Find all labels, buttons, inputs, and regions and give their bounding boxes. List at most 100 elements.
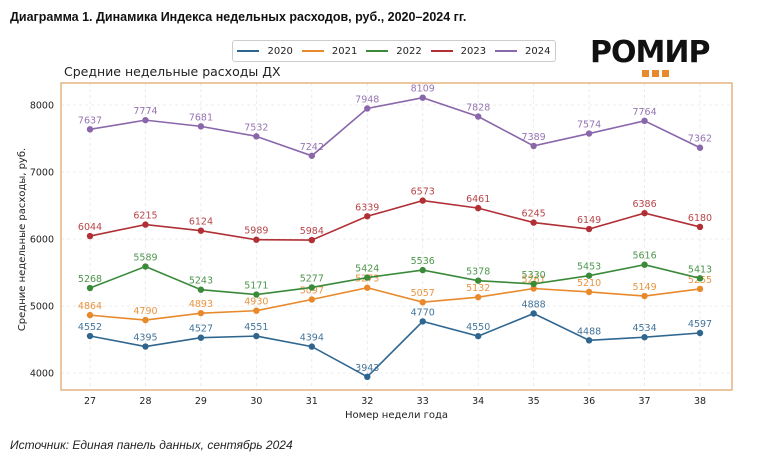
legend-label: 2021 xyxy=(331,45,358,57)
data-point-2023 xyxy=(142,221,149,228)
data-label-2021: 5261 xyxy=(522,275,546,286)
x-axis-label: Номер недели года xyxy=(345,410,448,421)
data-label-2023: 6386 xyxy=(632,199,656,210)
y-tick-label: 8000 xyxy=(30,101,54,112)
data-point-2021 xyxy=(419,298,426,306)
y-axis-label: Средние недельные расходы, руб. xyxy=(17,148,28,331)
data-label-2023: 6149 xyxy=(577,215,601,226)
data-point-2024 xyxy=(419,94,426,101)
data-point-2023 xyxy=(696,223,704,231)
data-point-2020 xyxy=(696,329,704,337)
data-label-2020: 4534 xyxy=(632,323,656,334)
document-title: Диаграмма 1. Динамика Индекса недельных … xyxy=(10,10,467,24)
data-point-2020 xyxy=(142,343,149,350)
legend-line-icon xyxy=(301,50,324,52)
data-point-2022 xyxy=(419,266,426,274)
data-point-2024 xyxy=(585,130,593,137)
data-point-2024 xyxy=(364,105,371,112)
data-point-2021 xyxy=(364,284,371,291)
data-label-2023: 6044 xyxy=(78,222,102,233)
data-point-2023 xyxy=(419,197,426,204)
data-label-2023: 6339 xyxy=(355,202,379,213)
data-point-2021 xyxy=(641,292,648,300)
plot-frame xyxy=(60,82,733,391)
data-label-2024: 7948 xyxy=(355,94,379,105)
data-label-2021: 4893 xyxy=(189,299,213,310)
data-label-2022: 5171 xyxy=(244,281,268,292)
data-label-2022: 5616 xyxy=(632,251,656,262)
legend-line-icon xyxy=(430,50,453,52)
data-label-2021: 5097 xyxy=(300,286,324,297)
data-point-2020 xyxy=(419,318,426,325)
data-point-2024 xyxy=(253,133,260,140)
data-label-2022: 5536 xyxy=(411,256,435,267)
data-point-2021 xyxy=(86,311,94,319)
data-point-2021 xyxy=(585,288,593,296)
data-label-2022: 5424 xyxy=(355,264,379,275)
legend-item-2023: 2023 xyxy=(430,45,487,57)
x-tick-label: 29 xyxy=(195,396,207,407)
data-point-2023 xyxy=(253,236,260,243)
data-point-2023 xyxy=(530,219,537,226)
data-point-2020 xyxy=(197,334,205,341)
data-label-2020: 3943 xyxy=(355,363,379,374)
data-point-2023 xyxy=(197,227,205,234)
data-label-2022: 5453 xyxy=(577,262,601,273)
series-line-2022 xyxy=(89,263,701,296)
data-label-2021: 4790 xyxy=(133,306,157,317)
data-label-2024: 7362 xyxy=(688,134,712,145)
data-label-2021: 4864 xyxy=(78,301,102,312)
data-label-2024: 7242 xyxy=(300,142,324,153)
data-label-2020: 4552 xyxy=(78,322,102,333)
data-point-2024 xyxy=(474,113,482,120)
source-note: Источник: Единая панель данных, сентябрь… xyxy=(10,438,293,452)
data-point-2021 xyxy=(530,285,537,292)
legend-label: 2023 xyxy=(460,45,487,57)
data-label-2020: 4770 xyxy=(411,307,435,318)
data-point-2022 xyxy=(364,274,371,281)
data-point-2024 xyxy=(197,123,205,130)
data-point-2023 xyxy=(364,213,371,220)
data-point-2021 xyxy=(696,285,704,293)
legend-item-2024: 2024 xyxy=(495,46,550,57)
x-tick-label: 35 xyxy=(528,396,540,407)
x-tick-label: 27 xyxy=(84,396,96,407)
data-point-2022 xyxy=(308,284,316,291)
x-tick-label: 37 xyxy=(638,396,650,407)
data-label-2024: 7637 xyxy=(78,115,102,126)
data-label-2022: 5413 xyxy=(688,264,712,275)
data-point-2021 xyxy=(308,296,316,303)
data-label-2020: 4488 xyxy=(577,326,601,337)
data-label-2020: 4395 xyxy=(133,333,157,344)
x-tick-label: 28 xyxy=(139,396,151,407)
data-label-2023: 6461 xyxy=(466,194,490,205)
data-label-2024: 7764 xyxy=(632,107,656,118)
data-point-2024 xyxy=(142,116,149,124)
data-label-2023: 6245 xyxy=(522,209,546,220)
data-point-2021 xyxy=(197,309,205,317)
data-point-2023 xyxy=(308,236,316,244)
data-point-2022 xyxy=(253,291,260,298)
romir-logo: РОМИР xyxy=(590,36,720,80)
logo-dots-icon xyxy=(642,70,669,77)
data-point-2023 xyxy=(585,225,593,233)
chart-legend: 2020 2021 2022 2023 2024 xyxy=(232,40,556,62)
data-point-2020 xyxy=(530,310,537,317)
data-point-2024 xyxy=(86,126,94,133)
data-point-2023 xyxy=(641,209,648,217)
data-point-2024 xyxy=(530,142,537,150)
legend-line-icon xyxy=(366,50,389,52)
data-point-2023 xyxy=(474,204,482,212)
data-label-2021: 4930 xyxy=(244,297,268,308)
series-line-2020 xyxy=(89,312,701,378)
data-label-2020: 4888 xyxy=(522,300,546,311)
data-label-2023: 5984 xyxy=(300,226,324,237)
x-tick-label: 36 xyxy=(583,396,595,407)
data-point-2024 xyxy=(696,144,704,151)
x-tick-label: 32 xyxy=(361,396,373,407)
data-point-2020 xyxy=(585,337,593,344)
data-label-2024: 7774 xyxy=(133,106,157,117)
y-tick-label: 5000 xyxy=(30,302,54,313)
data-label-2022: 5243 xyxy=(189,276,213,287)
